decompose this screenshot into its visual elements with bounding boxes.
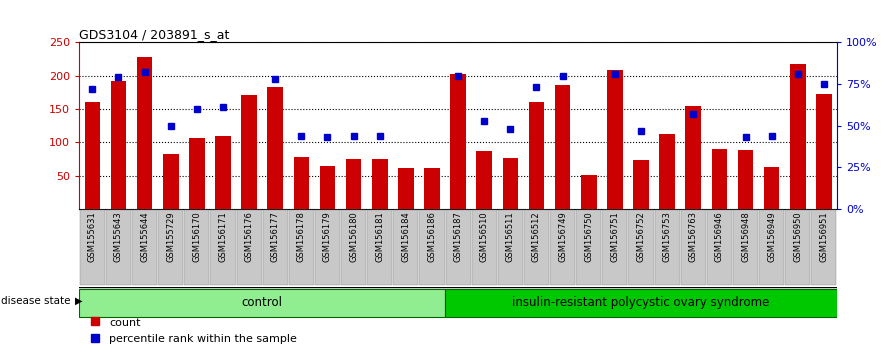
Text: GSM156763: GSM156763 (689, 211, 698, 262)
FancyBboxPatch shape (237, 210, 262, 285)
Bar (424, 168, 440, 209)
Bar (79, 289, 445, 317)
Bar (477, 151, 492, 209)
FancyBboxPatch shape (759, 210, 784, 285)
Text: GSM156948: GSM156948 (741, 211, 750, 262)
Text: GSM155643: GSM155643 (114, 211, 123, 262)
Text: insulin-resistant polycystic ovary syndrome: insulin-resistant polycystic ovary syndr… (513, 296, 770, 309)
FancyBboxPatch shape (80, 210, 105, 285)
FancyBboxPatch shape (603, 210, 627, 285)
FancyBboxPatch shape (733, 210, 758, 285)
FancyBboxPatch shape (106, 210, 131, 285)
Text: GSM156511: GSM156511 (506, 211, 515, 262)
Bar (529, 102, 544, 209)
Legend: count, percentile rank within the sample: count, percentile rank within the sample (85, 313, 301, 348)
Bar (372, 159, 388, 209)
FancyBboxPatch shape (498, 210, 523, 285)
Text: GSM156187: GSM156187 (454, 211, 463, 262)
Bar (85, 102, 100, 209)
Text: GSM156951: GSM156951 (819, 211, 828, 262)
Text: GSM155644: GSM155644 (140, 211, 149, 262)
FancyBboxPatch shape (341, 210, 366, 285)
Bar (398, 167, 414, 209)
Bar (607, 70, 623, 209)
Bar (163, 154, 179, 209)
FancyBboxPatch shape (524, 210, 549, 285)
FancyBboxPatch shape (811, 210, 836, 285)
Text: GSM155729: GSM155729 (167, 211, 175, 262)
Bar (581, 175, 596, 209)
Text: GSM156170: GSM156170 (192, 211, 202, 262)
Bar (712, 149, 727, 209)
FancyBboxPatch shape (367, 210, 392, 285)
Text: GSM156946: GSM156946 (714, 211, 724, 262)
FancyBboxPatch shape (576, 210, 602, 285)
FancyBboxPatch shape (628, 210, 654, 285)
Bar (215, 136, 231, 209)
Bar (445, 289, 837, 317)
Bar (816, 95, 832, 209)
Bar (764, 167, 780, 209)
FancyBboxPatch shape (184, 210, 210, 285)
Text: GSM156752: GSM156752 (636, 211, 646, 262)
Text: GSM156184: GSM156184 (402, 211, 411, 262)
FancyBboxPatch shape (211, 210, 235, 285)
Bar (241, 95, 257, 209)
Text: GSM156180: GSM156180 (349, 211, 358, 262)
Bar (659, 134, 675, 209)
Bar (111, 81, 126, 209)
Bar (633, 160, 648, 209)
FancyBboxPatch shape (419, 210, 445, 285)
Text: GSM156949: GSM156949 (767, 211, 776, 262)
Text: GSM156753: GSM156753 (663, 211, 671, 262)
Text: GSM156177: GSM156177 (270, 211, 280, 262)
Bar (685, 106, 701, 209)
FancyBboxPatch shape (550, 210, 575, 285)
FancyBboxPatch shape (655, 210, 679, 285)
FancyBboxPatch shape (471, 210, 497, 285)
Text: GSM156171: GSM156171 (218, 211, 227, 262)
FancyBboxPatch shape (707, 210, 732, 285)
Bar (502, 158, 518, 209)
FancyBboxPatch shape (785, 210, 811, 285)
Text: GSM156181: GSM156181 (375, 211, 384, 262)
Bar (737, 150, 753, 209)
Text: ▶: ▶ (75, 296, 83, 306)
Text: GSM156950: GSM156950 (793, 211, 803, 262)
Text: GSM156179: GSM156179 (323, 211, 332, 262)
Text: GSM155631: GSM155631 (88, 211, 97, 262)
Text: GSM156178: GSM156178 (297, 211, 306, 262)
FancyBboxPatch shape (393, 210, 418, 285)
Text: GSM156186: GSM156186 (427, 211, 436, 262)
Bar (345, 159, 361, 209)
Text: GSM156176: GSM156176 (245, 211, 254, 262)
FancyBboxPatch shape (446, 210, 470, 285)
FancyBboxPatch shape (289, 210, 314, 285)
Text: GSM156750: GSM156750 (584, 211, 593, 262)
Text: disease state: disease state (1, 296, 70, 306)
FancyBboxPatch shape (159, 210, 183, 285)
Text: GSM156512: GSM156512 (532, 211, 541, 262)
Text: GSM156751: GSM156751 (611, 211, 619, 262)
Bar (450, 74, 466, 209)
FancyBboxPatch shape (132, 210, 157, 285)
Bar (189, 138, 204, 209)
Bar (555, 85, 571, 209)
FancyBboxPatch shape (263, 210, 288, 285)
Text: control: control (241, 296, 283, 309)
Text: GSM156749: GSM156749 (559, 211, 567, 262)
Text: GSM156510: GSM156510 (480, 211, 489, 262)
Bar (293, 157, 309, 209)
Bar (268, 87, 283, 209)
Bar (320, 166, 336, 209)
FancyBboxPatch shape (681, 210, 706, 285)
Bar (137, 57, 152, 209)
Text: GDS3104 / 203891_s_at: GDS3104 / 203891_s_at (79, 28, 230, 41)
Bar (790, 64, 805, 209)
FancyBboxPatch shape (315, 210, 340, 285)
